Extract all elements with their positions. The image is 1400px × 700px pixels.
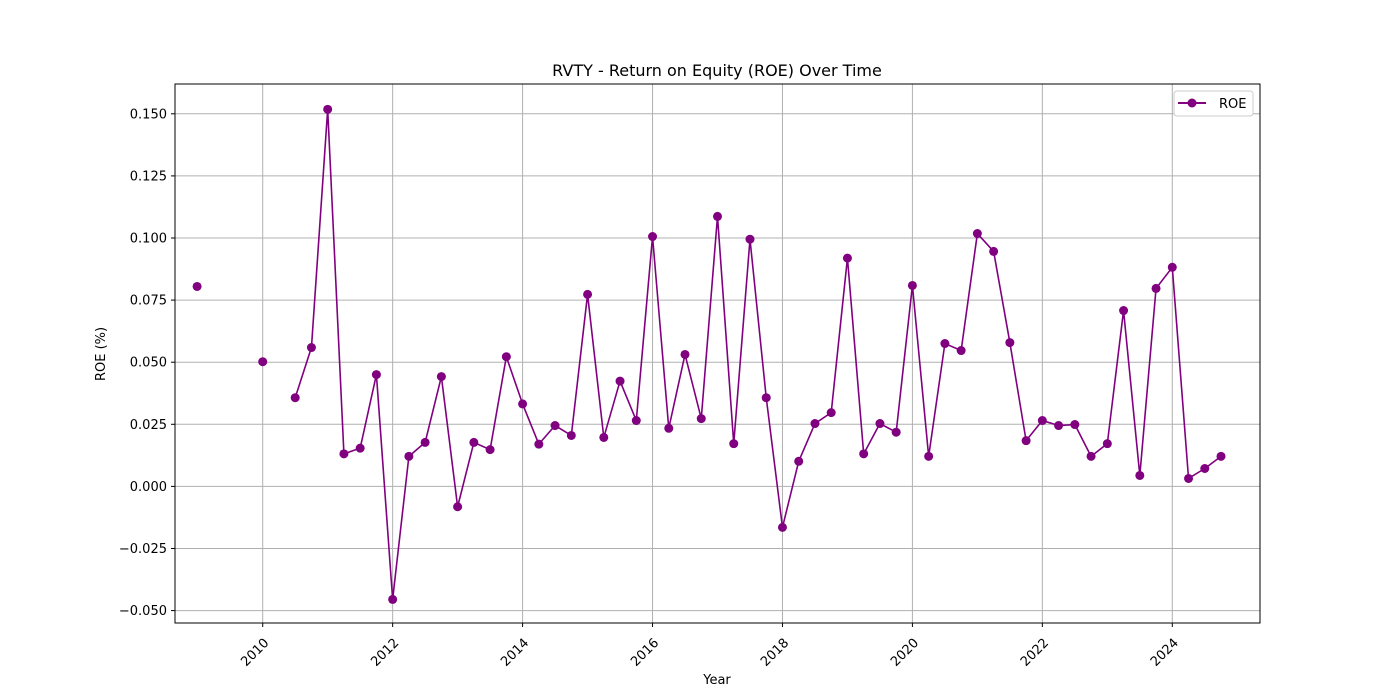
roe-data-point: [777, 522, 787, 532]
roe-data-point: [290, 393, 300, 403]
roe-data-point: [355, 443, 365, 453]
roe-data-point: [534, 439, 544, 449]
roe-data-point: [664, 423, 674, 433]
roe-data-point: [1216, 451, 1226, 461]
roe-data-point: [956, 346, 966, 356]
roe-data-point: [501, 352, 511, 362]
roe-data-point: [550, 421, 560, 431]
roe-data-point: [615, 376, 625, 386]
roe-data-point: [1102, 439, 1112, 449]
roe-data-point: [469, 437, 479, 447]
roe-data-point: [388, 594, 398, 604]
y-tick-label: 0.150: [130, 107, 167, 122]
roe-data-point: [420, 437, 430, 447]
roe-data-point: [518, 399, 528, 409]
roe-data-point: [940, 339, 950, 349]
roe-data-point: [453, 502, 463, 512]
y-axis-label: ROE (%): [94, 327, 109, 381]
roe-data-point: [907, 280, 917, 290]
roe-data-point: [1021, 436, 1031, 446]
roe-data-point: [1200, 464, 1210, 473]
legend-marker-swatch: [1187, 98, 1197, 108]
roe-series-line: [294, 108, 1222, 601]
roe-data-point: [192, 281, 202, 291]
roe-data-point: [583, 289, 593, 299]
plot-area: [175, 84, 1260, 623]
roe-data-point: [323, 104, 333, 114]
y-tick-label: 0.075: [130, 294, 167, 309]
roe-data-point: [891, 427, 901, 437]
roe-data-point: [972, 229, 982, 239]
chart-title: RVTY - Return on Equity (ROE) Over Time: [552, 61, 882, 80]
roe-data-point: [696, 414, 706, 424]
roe-data-point: [729, 439, 739, 449]
roe-data-point: [1184, 473, 1194, 483]
roe-data-point: [859, 449, 869, 459]
roe-data-point: [1151, 283, 1161, 293]
roe-data-point: [680, 349, 690, 359]
y-tick-label: 0.000: [130, 480, 167, 495]
roe-data-point: [875, 419, 885, 429]
roe-data-point: [631, 416, 641, 426]
y-tick-label: 0.050: [130, 356, 167, 371]
roe-data-point: [1037, 416, 1047, 426]
roe-data-point: [761, 393, 771, 403]
legend: ROE: [1173, 90, 1254, 117]
roe-data-point: [485, 445, 495, 455]
roe-data-point: [989, 246, 999, 256]
plot-frame: [174, 83, 1261, 624]
roe-data-point: [1135, 470, 1145, 480]
roe-data-point: [339, 449, 349, 459]
roe-data-point: [599, 432, 609, 442]
roe-data-point: [1086, 451, 1096, 461]
y-tick-label: 0.025: [130, 418, 167, 433]
legend-box: [1173, 90, 1254, 117]
roe-data-point: [826, 408, 836, 418]
roe-data-point: [371, 370, 381, 380]
roe-data-point: [713, 211, 722, 221]
grid-lines: [175, 84, 1260, 623]
y-tick-label: 0.125: [130, 169, 167, 184]
roe-data-point: [1167, 262, 1177, 272]
roe-data-point: [404, 451, 414, 461]
roe-data-point: [794, 456, 804, 466]
y-tick-label: −0.050: [119, 604, 167, 619]
roe-data-point: [566, 430, 576, 440]
roe-data-point: [810, 419, 820, 429]
roe-data-point: [648, 232, 658, 242]
roe-data-point: [1070, 420, 1080, 430]
y-tick-label: −0.025: [119, 542, 167, 557]
roe-data-point: [1005, 338, 1015, 348]
roe-data-point: [842, 253, 852, 263]
roe-series: [192, 104, 1226, 604]
y-tick-label: 0.100: [130, 232, 167, 247]
roe-data-point: [1119, 306, 1129, 316]
x-axis-label: Year: [702, 673, 731, 688]
roe-data-point: [924, 451, 934, 461]
roe-data-point: [745, 234, 755, 244]
roe-data-point: [258, 357, 268, 367]
roe-data-point: [1054, 421, 1064, 431]
roe-data-point: [306, 343, 316, 353]
legend-label: ROE: [1219, 97, 1246, 112]
roe-data-point: [436, 372, 446, 382]
